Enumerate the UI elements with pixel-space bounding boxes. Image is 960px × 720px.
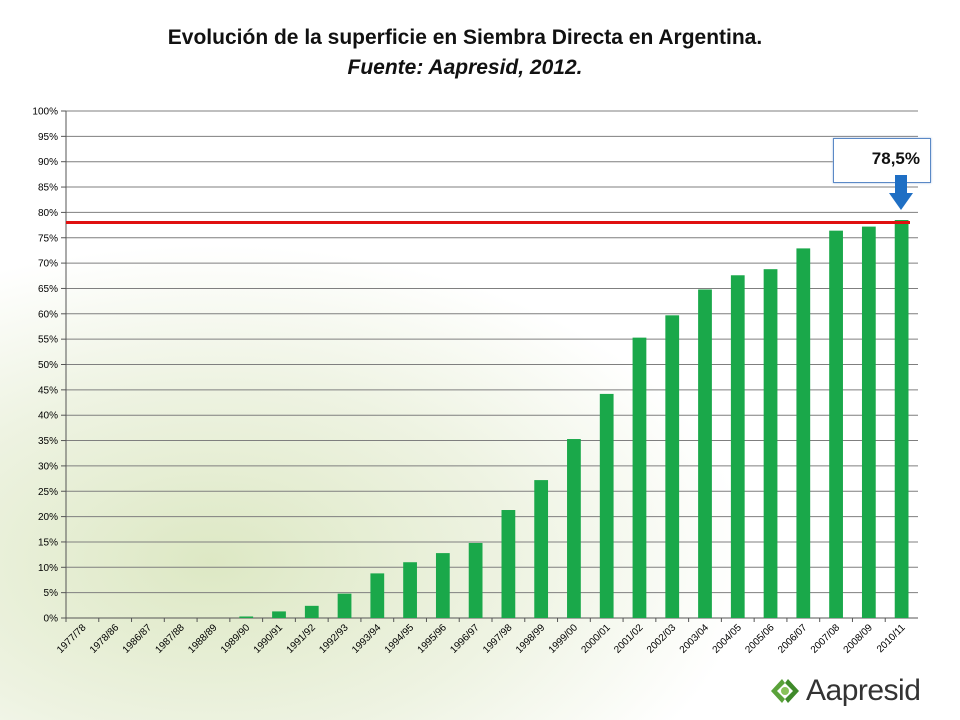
y-tick-label: 60% <box>38 309 58 320</box>
bar <box>534 480 549 618</box>
bar <box>829 230 843 619</box>
chart-title: Evolución de la superficie en Siembra Di… <box>167 26 763 49</box>
y-tick-label: 70% <box>38 259 58 270</box>
x-tick-label: 1978/86 <box>88 622 122 656</box>
x-tick-label: 1994/95 <box>383 622 417 656</box>
x-tick-label: 2006/07 <box>776 622 810 656</box>
x-tick-label: 1987/88 <box>153 622 187 656</box>
y-tick-label: 100% <box>32 107 58 118</box>
x-tick-label: 1991/92 <box>285 622 319 656</box>
annotation-label: 78,5% <box>871 149 920 168</box>
bar <box>501 510 516 618</box>
down-arrow-icon <box>889 175 913 210</box>
x-tick-label: 1986/87 <box>121 622 155 656</box>
bar <box>730 275 745 618</box>
y-tick-label: 35% <box>38 436 58 447</box>
bar <box>796 248 811 618</box>
x-tick-label: 1996/97 <box>448 622 482 656</box>
x-tick-label: 2002/03 <box>645 622 679 656</box>
y-tick-label: 45% <box>38 385 58 396</box>
y-tick-label: 95% <box>38 132 58 143</box>
y-tick-label: 0% <box>44 614 59 625</box>
y-tick-label: 20% <box>38 512 58 523</box>
aapresid-logo: Aapresid <box>768 672 948 712</box>
x-tick-label: 2007/08 <box>809 622 843 656</box>
x-tick-label: 1998/99 <box>514 622 548 656</box>
bar <box>239 616 254 618</box>
x-tick-label: 2010/11 <box>875 622 908 655</box>
x-tick-label: 2000/01 <box>579 622 613 656</box>
y-tick-label: 15% <box>38 537 58 548</box>
y-tick-label: 30% <box>38 461 58 472</box>
x-tick-label: 2005/06 <box>743 622 777 656</box>
bar <box>632 337 647 618</box>
x-tick-label: 1999/00 <box>547 622 581 656</box>
bar <box>370 573 385 618</box>
x-tick-label: 2001/02 <box>612 622 646 656</box>
annotation-callout: 78,5% <box>833 138 931 183</box>
aapresid-leaf-icon <box>771 679 799 703</box>
y-tick-label: 10% <box>38 563 58 574</box>
bar <box>861 226 876 618</box>
bar <box>272 611 286 618</box>
y-tick-label: 85% <box>38 183 58 194</box>
x-tick-label: 1992/93 <box>317 622 351 656</box>
x-tick-label: 1988/89 <box>186 622 220 656</box>
y-tick-label: 25% <box>38 487 58 498</box>
x-tick-label: 1990/91 <box>252 622 286 656</box>
y-tick-label: 50% <box>38 360 58 371</box>
x-tick-label: 1989/90 <box>219 622 253 656</box>
y-tick-label: 55% <box>38 335 58 346</box>
bar <box>403 562 417 618</box>
bar <box>894 220 909 618</box>
chart-subtitle: Fuente: Aapresid, 2012. <box>347 56 583 79</box>
y-tick-label: 5% <box>44 588 59 599</box>
y-tick-label: 80% <box>38 208 58 219</box>
bar <box>763 269 778 618</box>
bar <box>337 593 352 618</box>
x-tick-label: 1977/78 <box>55 622 89 656</box>
bar <box>665 315 680 618</box>
bar <box>468 542 483 618</box>
bar <box>599 393 614 618</box>
y-tick-label: 65% <box>38 284 58 295</box>
x-tick-label: 1997/98 <box>481 622 515 656</box>
x-tick-label: 2004/05 <box>711 622 745 656</box>
y-tick-label: 90% <box>38 157 58 168</box>
x-tick-label: 2003/04 <box>678 622 712 656</box>
bar <box>567 439 581 618</box>
x-tick-label: 1993/94 <box>350 622 384 656</box>
bar <box>435 553 450 618</box>
logo-text: Aapresid <box>806 674 921 707</box>
x-tick-label: 2008/09 <box>842 622 876 656</box>
bar <box>698 289 712 618</box>
y-tick-label: 75% <box>38 233 58 244</box>
x-tick-label: 1995/96 <box>416 622 450 656</box>
bar <box>304 605 319 618</box>
y-tick-label: 40% <box>38 411 58 422</box>
